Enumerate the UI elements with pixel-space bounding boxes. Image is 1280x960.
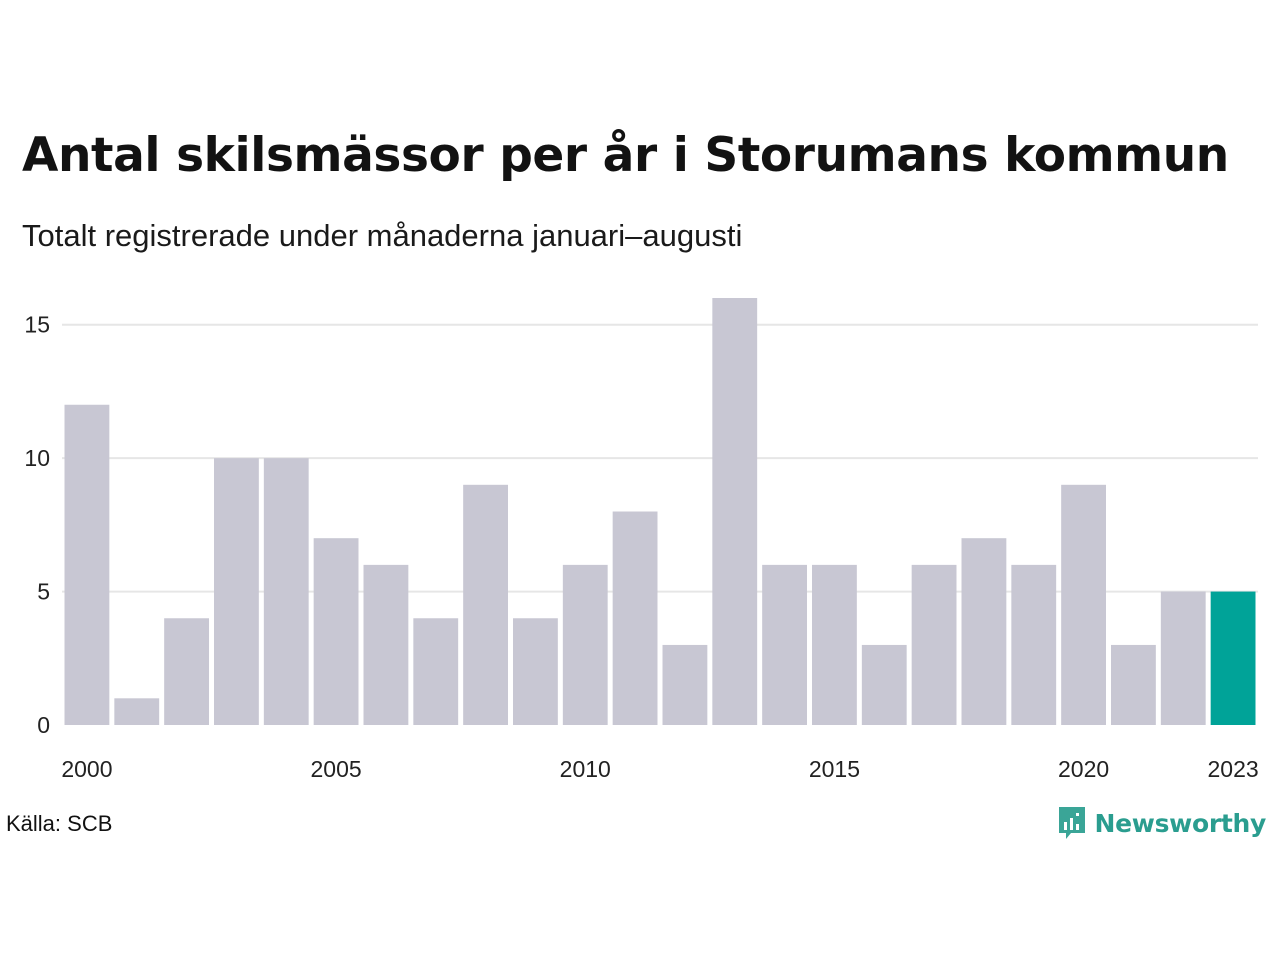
- bar-2008: [463, 484, 508, 725]
- x-tick-label: 2015: [809, 756, 860, 780]
- bar-2001: [114, 698, 160, 725]
- source-note: Källa: SCB: [6, 811, 113, 836]
- y-tick-label: 15: [24, 312, 50, 338]
- bar-2015: [812, 564, 857, 725]
- chart-subtitle: Totalt registrerade under månaderna janu…: [22, 218, 743, 253]
- y-tick-label: 0: [37, 712, 50, 738]
- bar-2018: [961, 538, 1007, 725]
- bar-2017: [911, 564, 957, 725]
- chart-title: Antal skilsmässor per år i Storumans kom…: [22, 128, 1229, 183]
- bar-2022: [1160, 591, 1206, 725]
- x-tick-label: 2010: [560, 756, 611, 780]
- bar-chart: 0 5 10 15 2000 2005 2010 2015 2020 2023: [24, 298, 1259, 780]
- bar-2010: [562, 564, 608, 725]
- bar-2020: [1061, 484, 1106, 725]
- bar-2019: [1011, 564, 1057, 725]
- bar-2023: [1210, 591, 1256, 725]
- brand-name: Newsworthy: [1094, 808, 1267, 838]
- bar-2000: [64, 404, 110, 725]
- y-tick-label: 10: [24, 445, 50, 471]
- y-tick-label: 5: [37, 579, 50, 605]
- bar-2013: [712, 298, 758, 725]
- bar-2012: [662, 644, 708, 725]
- bar-2014: [762, 564, 807, 725]
- newsworthy-logo-icon: [1058, 807, 1085, 839]
- x-tick-label: 2023: [1207, 756, 1258, 780]
- bar-2005: [313, 538, 359, 725]
- bar-2011: [612, 511, 658, 725]
- bar-2002: [164, 618, 209, 725]
- x-tick-label: 2020: [1058, 756, 1109, 780]
- bar-2021: [1111, 644, 1156, 725]
- x-tick-label: 2000: [61, 756, 112, 780]
- brand-logo: Newsworthy: [1057, 803, 1267, 843]
- x-tick-label: 2005: [310, 756, 361, 780]
- bar-2006: [363, 564, 409, 725]
- bar-2003: [214, 458, 259, 725]
- bar-2009: [513, 618, 558, 725]
- bar-2004: [263, 458, 309, 725]
- bar-2016: [861, 644, 907, 725]
- bar-2007: [413, 618, 459, 725]
